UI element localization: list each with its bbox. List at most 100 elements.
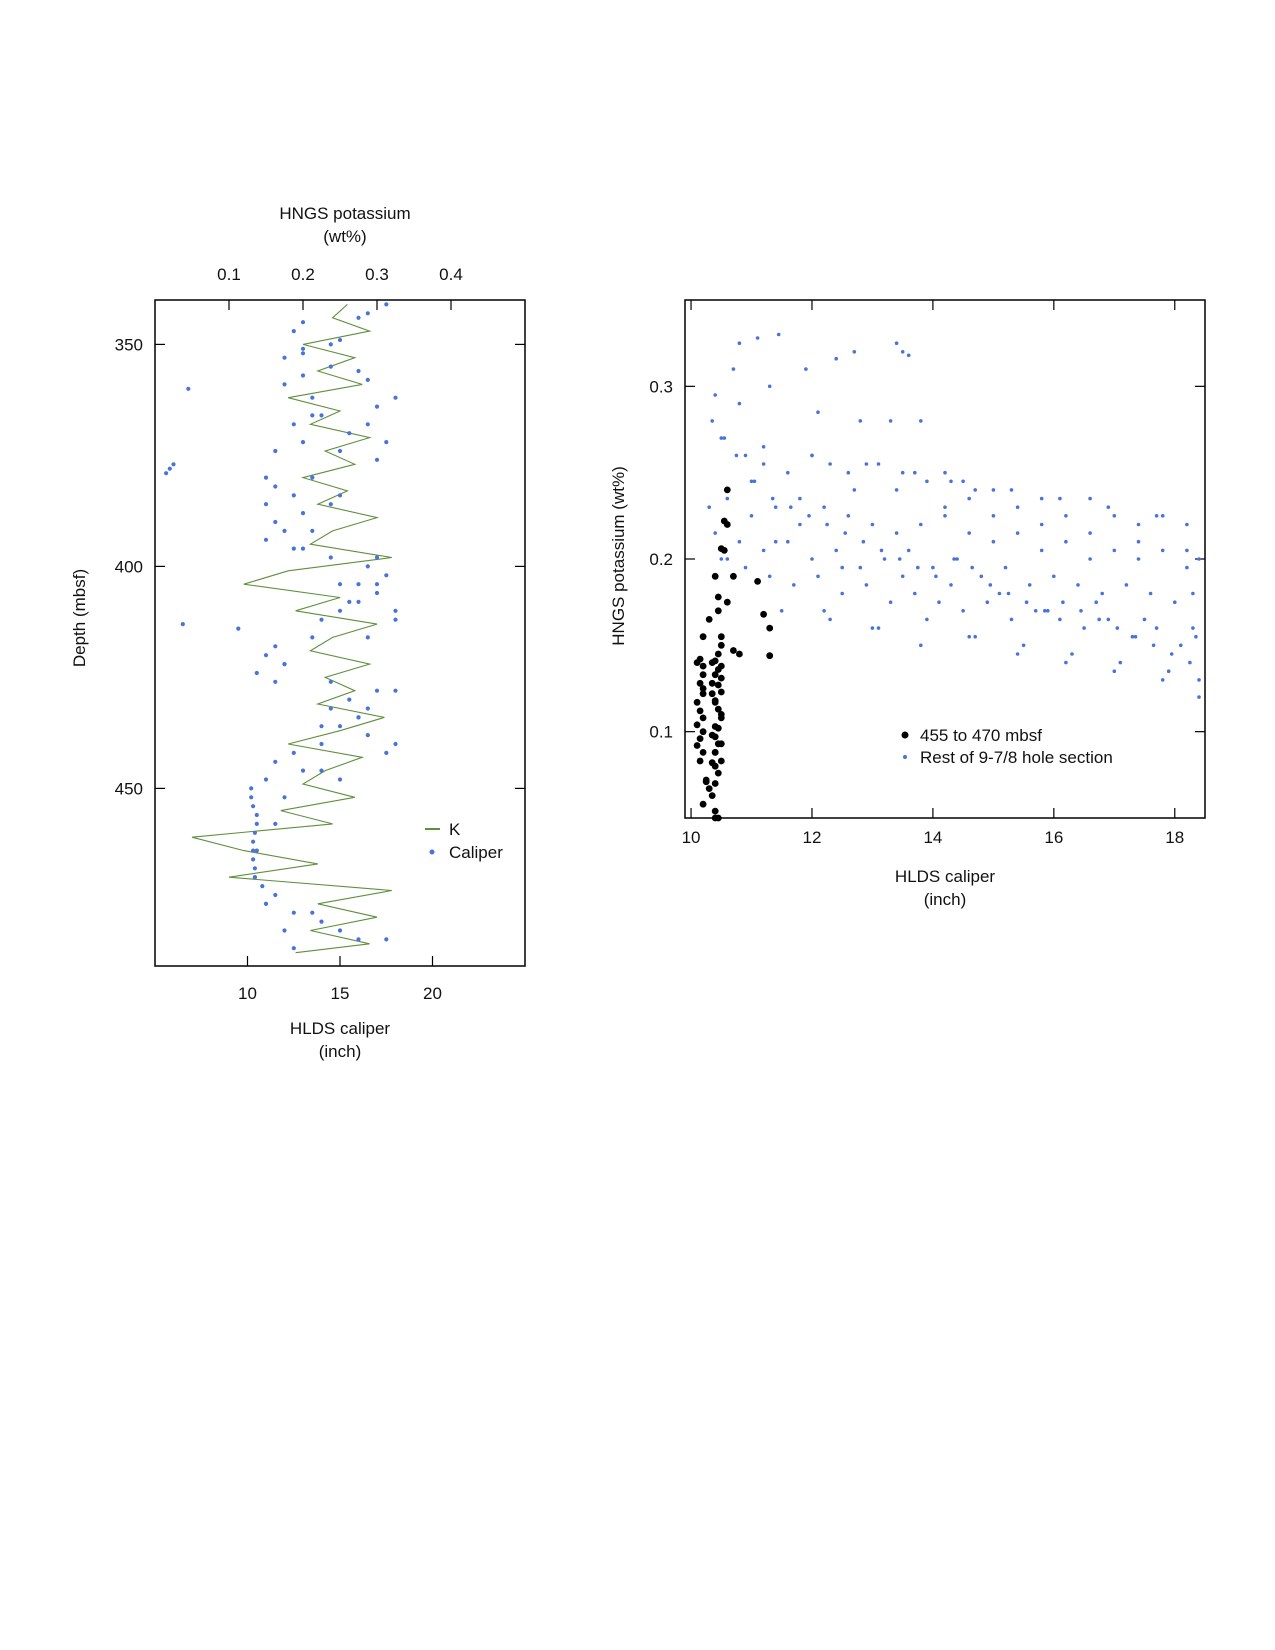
depth-axis-ticks: 350 400 450 bbox=[115, 335, 525, 798]
rest-point bbox=[916, 565, 920, 570]
caliper-point bbox=[273, 759, 278, 764]
legend-highlight-swatch bbox=[901, 731, 909, 739]
highlight-point bbox=[696, 707, 704, 715]
rest-point bbox=[1006, 591, 1011, 596]
bottom-axis-title: HLDS caliper bbox=[290, 1019, 390, 1038]
rest-point bbox=[1039, 548, 1044, 553]
highlight-point bbox=[693, 721, 701, 729]
caliper-point bbox=[319, 413, 324, 418]
rest-point bbox=[1142, 617, 1147, 622]
highlight-point bbox=[766, 652, 774, 660]
caliper-point bbox=[282, 382, 287, 387]
highlight-point bbox=[717, 633, 725, 641]
caliper-point bbox=[347, 431, 352, 436]
caliper-point bbox=[273, 644, 278, 649]
highlight-point bbox=[705, 616, 713, 623]
rest-point bbox=[937, 600, 941, 604]
rest-point bbox=[1136, 557, 1141, 561]
top-axis-unit: (wt%) bbox=[323, 227, 366, 246]
highlight-point bbox=[736, 650, 743, 658]
rest-point bbox=[1185, 565, 1189, 570]
legend-rest-swatch bbox=[903, 755, 907, 759]
rest-point bbox=[810, 453, 814, 458]
highlight-point bbox=[714, 666, 722, 673]
caliper-point bbox=[384, 302, 389, 307]
rest-point bbox=[761, 548, 766, 553]
caliper-point bbox=[300, 373, 306, 378]
highlight-point bbox=[711, 671, 719, 679]
rest-point bbox=[722, 436, 727, 440]
caliper-point bbox=[384, 573, 389, 578]
rest-point bbox=[900, 574, 905, 579]
rest-point bbox=[1088, 496, 1092, 501]
rest-point bbox=[858, 565, 863, 570]
rest-point bbox=[1015, 652, 1020, 656]
highlight-point bbox=[723, 598, 731, 606]
rest-point bbox=[1160, 678, 1165, 682]
rest-point bbox=[952, 557, 956, 561]
rest-point bbox=[894, 531, 899, 535]
highlight-point bbox=[696, 757, 704, 765]
caliper-point bbox=[337, 337, 343, 343]
highlight-point bbox=[714, 705, 722, 713]
rest-point bbox=[1112, 548, 1117, 553]
caliper-series bbox=[164, 302, 398, 951]
rest-point bbox=[1130, 634, 1135, 639]
caliper-point bbox=[374, 555, 380, 560]
rest-point bbox=[1133, 634, 1138, 639]
crossplot-y-tick-label: 0.1 bbox=[649, 723, 673, 742]
caliper-point bbox=[328, 342, 333, 347]
rest-point bbox=[731, 367, 736, 371]
rest-point bbox=[1024, 600, 1029, 604]
caliper-point bbox=[282, 928, 287, 933]
rest-point bbox=[961, 609, 965, 613]
rest-point bbox=[852, 350, 857, 354]
rest-point bbox=[882, 557, 887, 561]
rest-point bbox=[825, 522, 829, 527]
top-tick-label: 0.3 bbox=[365, 265, 389, 284]
rest-point bbox=[828, 462, 832, 466]
caliper-point bbox=[337, 928, 343, 933]
caliper-point bbox=[291, 493, 296, 498]
caliper-point bbox=[319, 741, 324, 747]
caliper-point bbox=[252, 875, 257, 880]
highlight-point bbox=[717, 641, 725, 649]
caliper-point bbox=[282, 662, 287, 667]
rest-point bbox=[792, 583, 796, 587]
rest-point bbox=[988, 583, 993, 587]
caliper-point bbox=[384, 440, 389, 445]
caliper-point bbox=[347, 697, 352, 702]
rest-point bbox=[807, 514, 811, 518]
caliper-point bbox=[251, 857, 256, 862]
legend-highlight-label: 455 to 470 mbsf bbox=[920, 726, 1042, 745]
caliper-point bbox=[365, 706, 370, 711]
caliper-point bbox=[252, 830, 257, 835]
rest-point bbox=[919, 419, 923, 423]
rest-point bbox=[1058, 617, 1062, 622]
bottom-tick-label: 15 bbox=[331, 984, 350, 1003]
highlight-point bbox=[699, 690, 707, 698]
caliper-point bbox=[310, 910, 315, 915]
caliper-point bbox=[282, 355, 287, 360]
highlight-point bbox=[723, 486, 731, 494]
rest-point bbox=[970, 565, 974, 570]
highlight-point bbox=[708, 759, 716, 767]
rest-point bbox=[973, 488, 977, 492]
rest-point bbox=[804, 367, 808, 371]
highlight-point bbox=[714, 593, 722, 601]
caliper-point bbox=[374, 582, 380, 587]
caliper-point bbox=[291, 910, 296, 915]
caliper-point bbox=[328, 679, 333, 684]
rest-point bbox=[979, 574, 984, 579]
rest-point bbox=[1166, 669, 1171, 673]
rest-point bbox=[1197, 678, 1201, 682]
caliper-point bbox=[263, 502, 269, 507]
rest-point bbox=[1064, 514, 1068, 518]
rest-point bbox=[767, 384, 772, 389]
caliper-point bbox=[291, 422, 296, 427]
highlight-point bbox=[696, 679, 704, 687]
top-axis-title: HNGS potassium bbox=[279, 204, 410, 223]
rest-point bbox=[1124, 583, 1129, 587]
caliper-point bbox=[180, 622, 185, 627]
highlight-point bbox=[699, 671, 707, 679]
